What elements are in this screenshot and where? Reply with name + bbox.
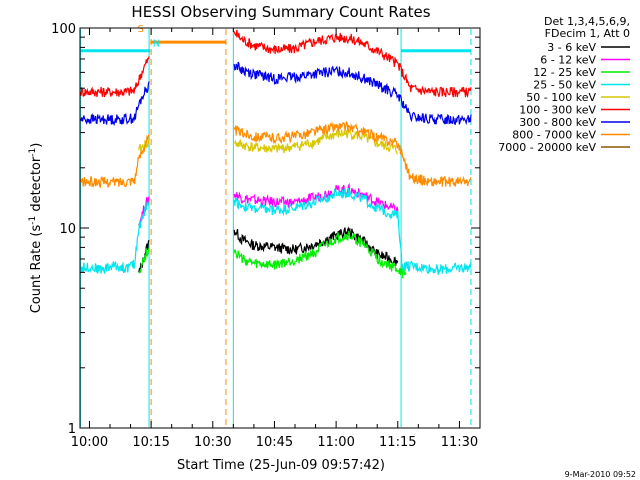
legend-entry-label: 50 - 100 keV	[526, 91, 596, 104]
y-axis-label-detector: detector	[29, 156, 44, 216]
series-line	[233, 182, 399, 214]
x-tick-label: 10:45	[256, 435, 293, 450]
legend-header-line: FDecim 1, Att 0	[545, 27, 630, 40]
flag-annotation: S	[138, 24, 144, 35]
x-tick-label: 11:15	[379, 435, 416, 450]
legend-entry-label: 3 - 6 keV	[547, 41, 596, 54]
series-line	[233, 230, 407, 279]
series-line	[233, 29, 472, 99]
y-axis-label: Count Rate (s-1 detector-1)	[28, 143, 44, 314]
y-axis-label-main: Count Rate (s	[29, 225, 44, 314]
y-axis-label-close: )	[29, 143, 44, 148]
x-axis: 10:00 10:15 10:30 10:45 11:00 11:15 11:30	[71, 28, 478, 450]
legend-entry-label: 6 - 12 keV	[540, 54, 596, 67]
y-tick-label: 1	[68, 422, 76, 437]
x-axis-label: Start Time (25-Jun-09 09:57:42)	[177, 458, 385, 473]
series-line	[79, 134, 150, 189]
series-line	[79, 202, 150, 274]
timestamp: 9-Mar-2010 09:52	[565, 470, 636, 479]
legend-entry-label: 800 - 7000 keV	[512, 129, 596, 142]
series-line	[79, 56, 150, 98]
series-line	[233, 120, 472, 187]
series-line	[138, 196, 150, 228]
legend-header-line: Det 1,3,4,5,6,9,	[544, 15, 630, 28]
legend-entry-label: 25 - 50 keV	[533, 79, 596, 92]
x-tick-label: 10:30	[194, 435, 231, 450]
legend: Det 1,3,4,5,6,9,FDecim 1, Att 03 - 6 keV…	[498, 15, 630, 154]
x-tick-label: 10:15	[132, 435, 169, 450]
plot-area: SN	[79, 24, 472, 427]
legend-entry-label: 100 - 300 keV	[519, 104, 596, 117]
x-tick-label: 11:00	[317, 435, 354, 450]
series-line	[138, 247, 150, 274]
y-tick-label: 100	[51, 22, 76, 37]
x-tick-label: 10:00	[71, 435, 108, 450]
flag-annotation: N	[153, 39, 160, 50]
legend-entry-label: 12 - 25 keV	[533, 66, 596, 79]
x-tick-label: 11:30	[441, 435, 478, 450]
series-line	[233, 226, 399, 266]
y-axis-label-exponent-1: -1	[28, 216, 38, 225]
series-line	[233, 61, 472, 126]
y-axis-label-exponent-2: -1	[28, 148, 38, 157]
series-line	[79, 81, 150, 127]
legend-entry-label: 300 - 800 keV	[519, 116, 596, 129]
series-line	[233, 187, 472, 275]
chart-title: HESSI Observing Summary Count Rates	[131, 3, 430, 21]
legend-entry-label: 7000 - 20000 keV	[498, 141, 596, 154]
y-tick-label: 10	[59, 222, 76, 237]
y-axis: 1 10 100	[51, 22, 480, 437]
